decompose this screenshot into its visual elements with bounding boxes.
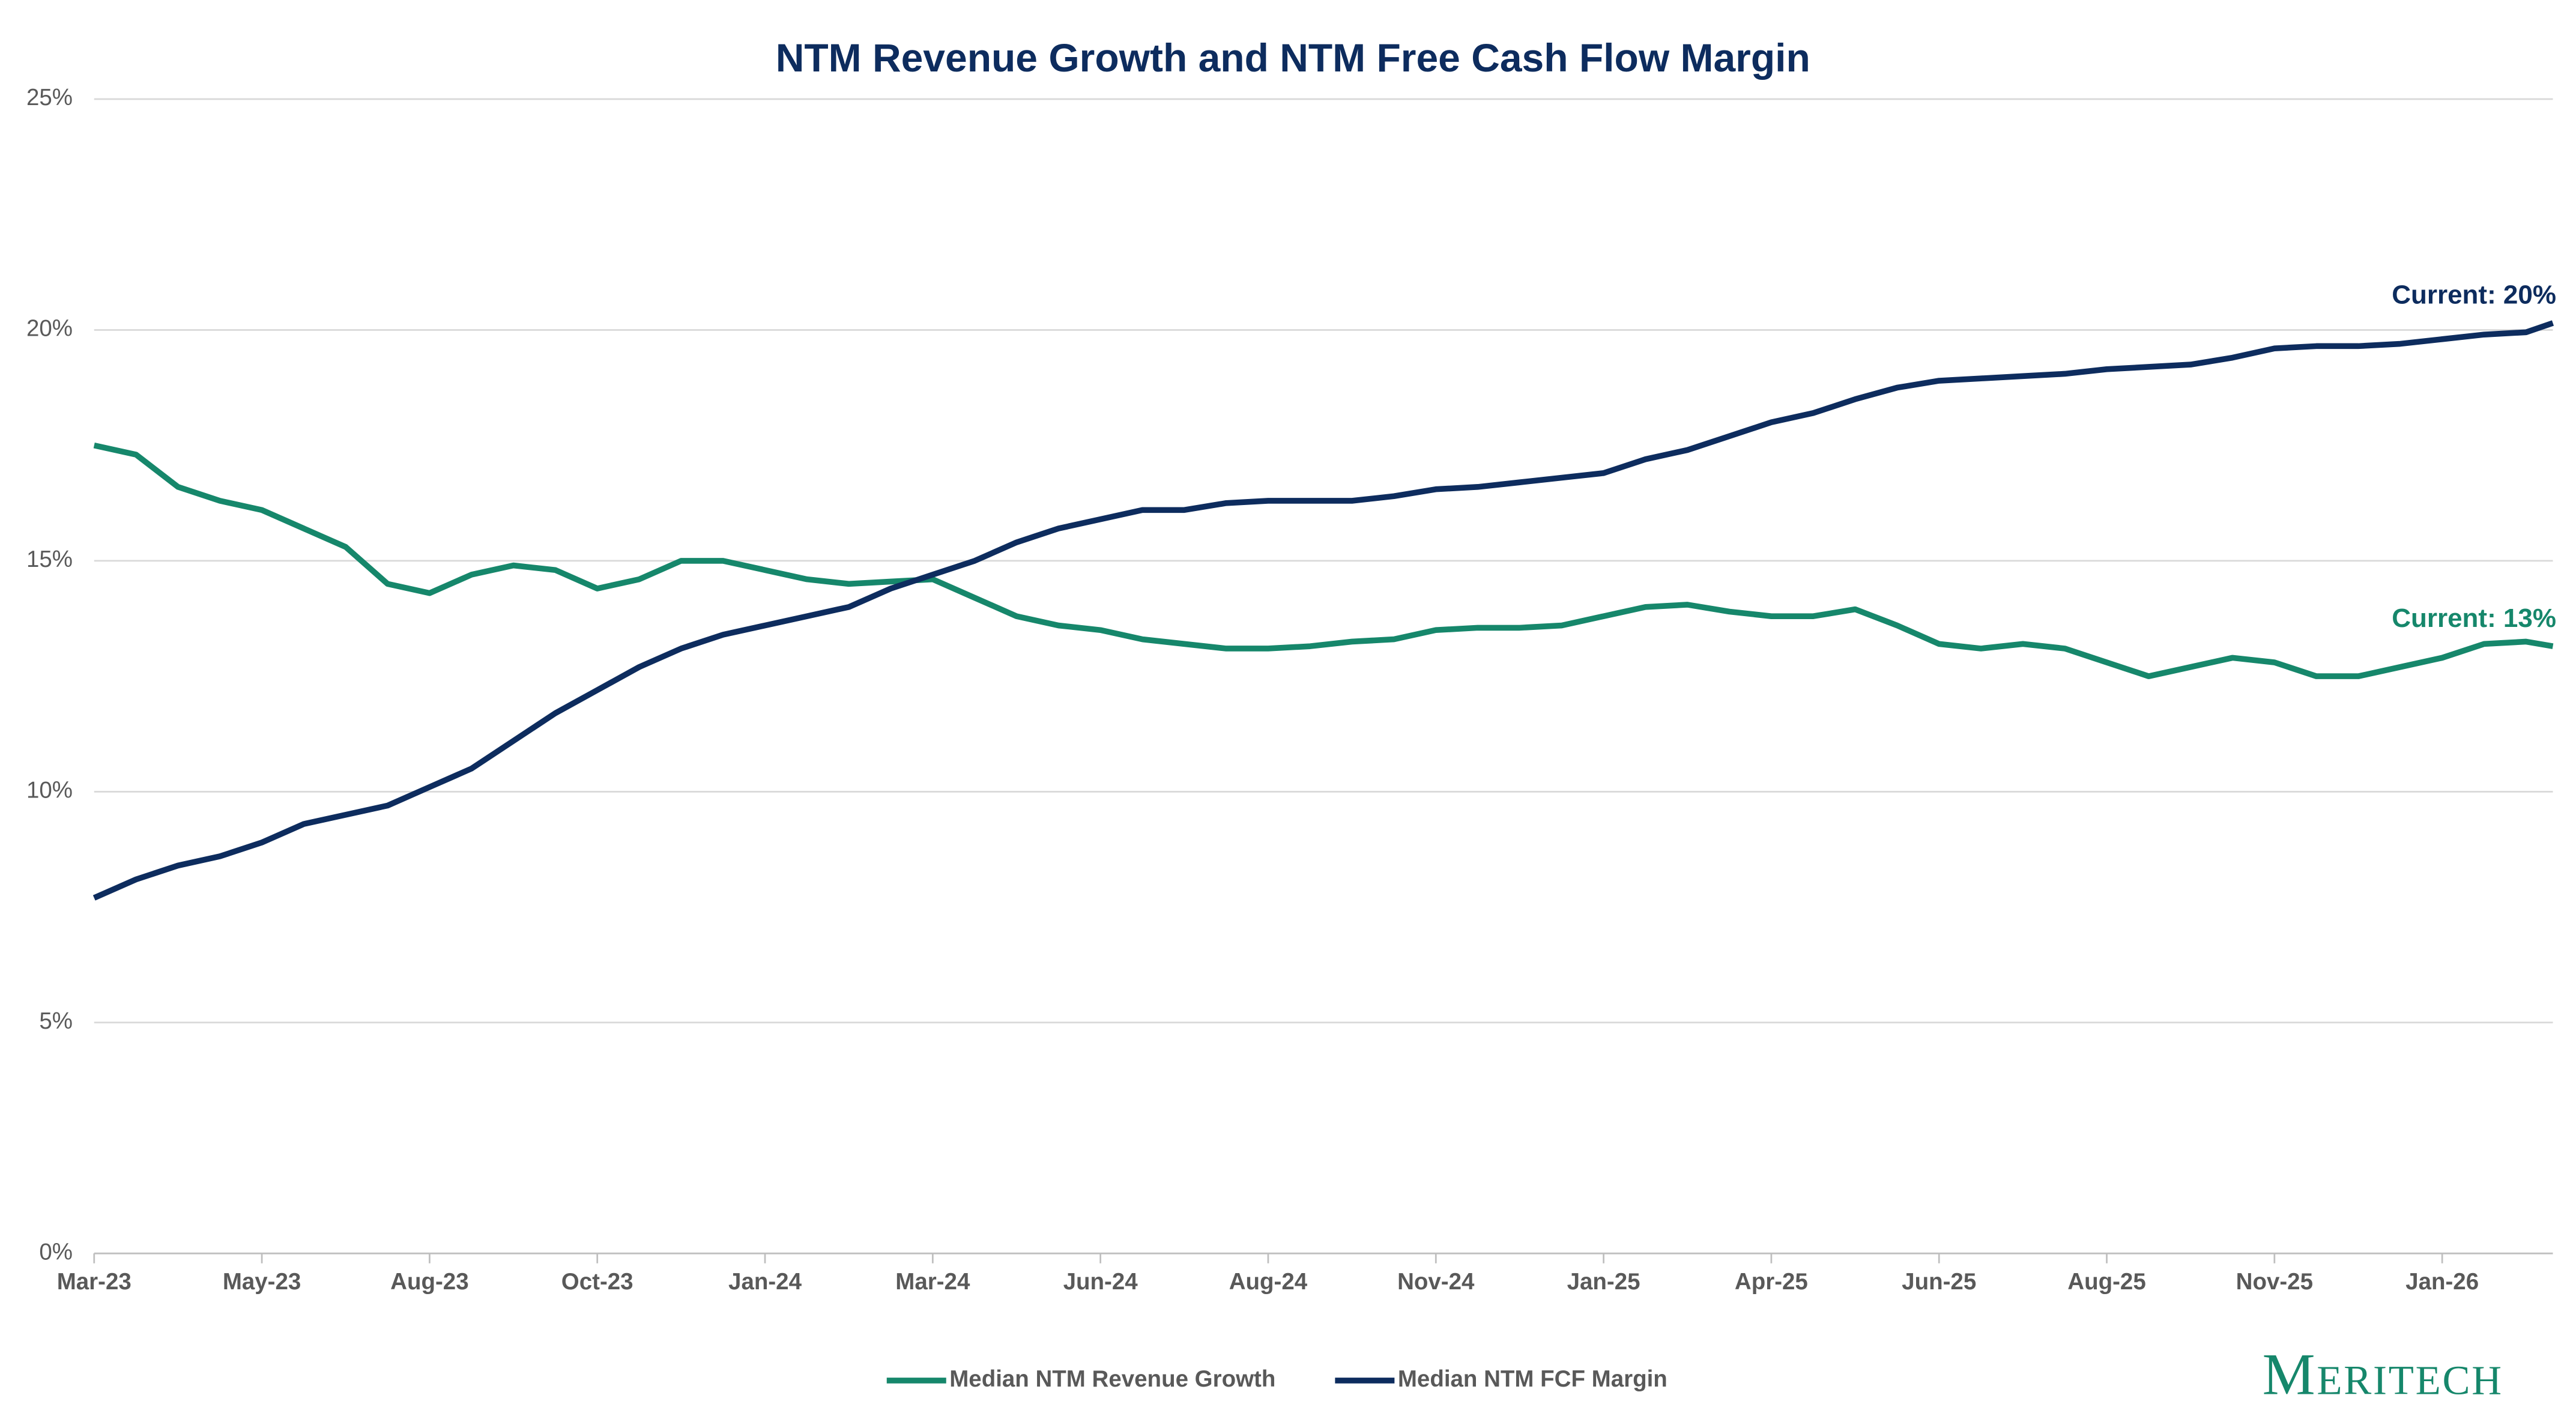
x-tick-label: May-23	[223, 1269, 301, 1295]
x-tick-label: Mar-24	[895, 1269, 970, 1295]
legend-label: Median NTM FCF Margin	[1398, 1366, 1667, 1392]
y-tick-label: 25%	[26, 85, 73, 110]
chart-title: NTM Revenue Growth and NTM Free Cash Flo…	[776, 35, 1810, 80]
x-tick-label: Nov-24	[1397, 1269, 1475, 1295]
x-tick-label: Jun-24	[1063, 1269, 1138, 1295]
y-tick-label: 0%	[39, 1239, 73, 1265]
annotation: Current: 20%	[2392, 280, 2556, 310]
y-tick-label: 15%	[26, 546, 73, 572]
y-tick-label: 5%	[39, 1008, 73, 1034]
x-tick-label: Jan-24	[728, 1269, 802, 1295]
y-tick-label: 20%	[26, 316, 73, 342]
x-tick-label: Oct-23	[561, 1269, 633, 1295]
x-tick-label: Aug-23	[390, 1269, 468, 1295]
x-tick-label: Jan-25	[1567, 1269, 1640, 1295]
x-tick-label: Jun-25	[1902, 1269, 1976, 1295]
x-tick-label: Apr-25	[1735, 1269, 1808, 1295]
x-tick-label: Nov-25	[2236, 1269, 2313, 1295]
x-tick-label: Mar-23	[57, 1269, 132, 1295]
annotation: Current: 13%	[2392, 604, 2556, 633]
legend-label: Median NTM Revenue Growth	[949, 1366, 1275, 1392]
x-tick-label: Aug-24	[1229, 1269, 1308, 1295]
y-tick-label: 10%	[26, 778, 73, 803]
x-tick-label: Jan-26	[2405, 1269, 2479, 1295]
series-line	[92, 320, 2554, 901]
logo: Meritech	[2263, 1342, 2503, 1408]
series-line	[93, 442, 2554, 679]
x-tick-label: Aug-25	[2067, 1269, 2145, 1295]
